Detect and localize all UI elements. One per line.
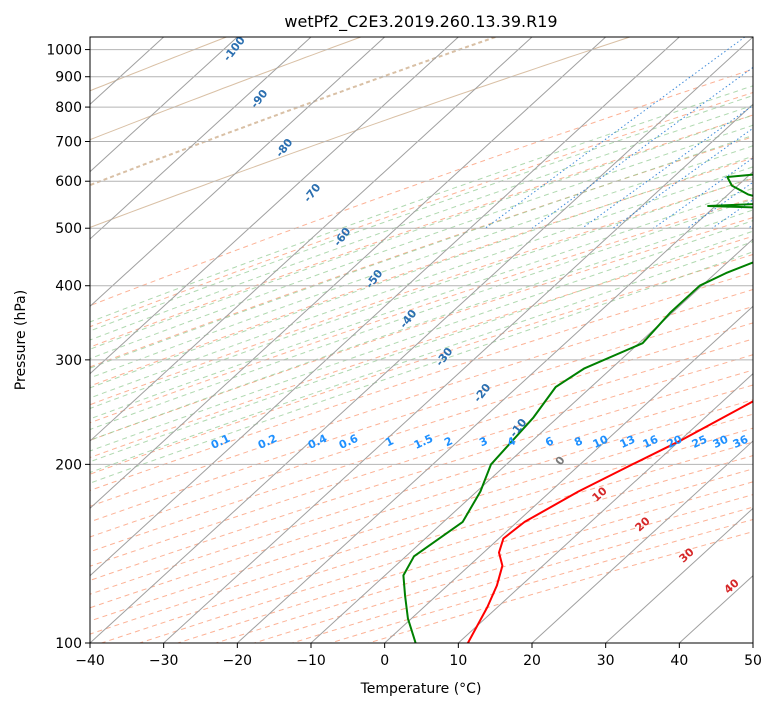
x-tick-label: −20	[223, 653, 253, 669]
dry-adiabat	[90, 338, 753, 553]
moist-adiabat	[90, 124, 753, 360]
mixing-ratio-label: 10	[591, 433, 611, 451]
y-tick-label: 100	[55, 636, 82, 652]
y-tick-label: 1000	[46, 43, 82, 59]
moist-adiabat	[90, 220, 753, 452]
y-tick-label: 600	[55, 174, 82, 190]
mixing-ratio-label: 20	[665, 433, 685, 451]
x-tick-label: 40	[670, 653, 688, 669]
x-tick-label: 10	[449, 653, 467, 669]
y-tick-label: 300	[55, 353, 82, 369]
y-tick-label: 900	[55, 70, 82, 86]
dry-adiabat	[90, 384, 753, 595]
moist-adiabat	[90, 145, 753, 379]
dry-adiabat	[90, 114, 753, 348]
mixing-ratio-label: 30	[711, 433, 731, 451]
height-contour	[90, 37, 630, 228]
x-tick-label: 20	[523, 653, 541, 669]
height-contour	[90, 37, 496, 187]
mixing-ratio-label: 13	[618, 433, 637, 451]
x-tick-label: −40	[75, 653, 105, 669]
isotherm	[531, 440, 753, 643]
y-tick-label: 500	[55, 221, 82, 237]
isotherm	[90, 37, 459, 375]
x-tick-label: 0	[380, 653, 389, 669]
x-tick-label: −10	[296, 653, 326, 669]
y-tick-label: 800	[55, 100, 82, 116]
x-tick-label: 50	[744, 653, 762, 669]
isotherm	[384, 305, 753, 643]
isotherm	[310, 238, 753, 643]
x-tick-label: −30	[149, 653, 179, 669]
moist-adiabat	[90, 198, 753, 431]
y-tick-label: 200	[55, 457, 82, 473]
isotherm	[90, 37, 607, 510]
isotherm	[90, 37, 533, 442]
mixing-ratio-line	[531, 66, 753, 229]
dry-adiabat	[90, 235, 753, 459]
background-lines	[90, 37, 753, 643]
mixing-ratio-label: 16	[641, 433, 661, 451]
isotherm	[90, 37, 680, 577]
x-axis-label: Temperature (°C)	[360, 681, 482, 697]
y-axis-label: Pressure (hPa)	[13, 290, 29, 390]
moist-adiabat	[90, 187, 753, 420]
mixing-ratio-label: 25	[690, 433, 709, 451]
isotherm	[163, 103, 753, 643]
mixing-ratio-label: 36	[731, 433, 751, 451]
moist-adiabat	[90, 177, 753, 409]
plot-frame	[89, 36, 754, 644]
isotherm	[90, 37, 753, 643]
isotherm	[90, 37, 312, 240]
y-tick-label: 400	[55, 279, 82, 295]
moist-adiabat	[90, 251, 753, 484]
isotherm	[236, 170, 753, 643]
temperature-line	[467, 400, 753, 643]
isotherm	[90, 37, 386, 308]
moist-adiabat	[90, 114, 753, 350]
x-tick-label: 30	[597, 653, 615, 669]
height-contour	[90, 37, 227, 92]
mixing-ratio-line	[485, 37, 746, 229]
dry-adiabat	[90, 288, 753, 507]
y-tick-label: 700	[55, 134, 82, 150]
moist-adiabat	[90, 209, 753, 441]
dry-adiabat	[90, 253, 753, 475]
moist-adiabat	[90, 155, 753, 389]
dewpoint-line	[402, 173, 753, 643]
moist-adiabat	[90, 134, 753, 369]
isotherm	[457, 372, 753, 643]
moist-adiabat	[90, 104, 753, 341]
isotherm	[605, 507, 753, 643]
dry-adiabat	[90, 197, 753, 424]
dry-adiabat	[90, 68, 753, 307]
isotherm	[90, 37, 238, 173]
chart-title: wetPf2_C2E3.2019.260.13.39.R19	[284, 12, 557, 32]
profile-lines	[402, 173, 753, 643]
height-contour	[90, 37, 362, 141]
